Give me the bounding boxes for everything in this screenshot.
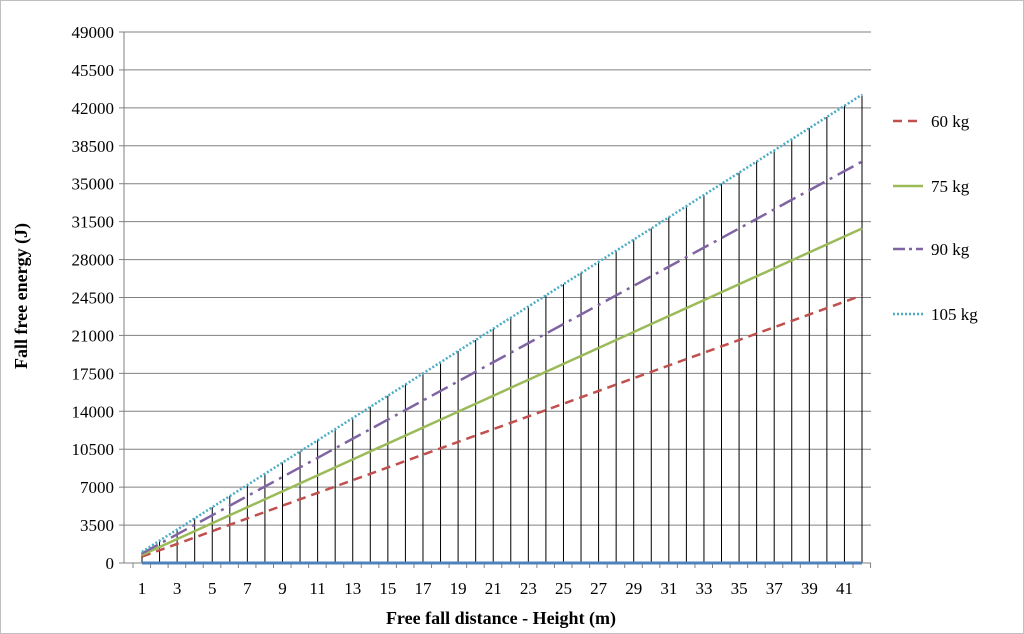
series-line-60-kg — [141, 294, 863, 558]
x-tick-label: 3 — [173, 579, 182, 598]
x-tick-label: 41 — [836, 579, 853, 598]
y-tick-label: 45500 — [72, 61, 115, 80]
y-tick-label: 7000 — [80, 478, 114, 497]
legend-label-60-kg: 60 kg — [931, 112, 970, 131]
x-tick-label: 13 — [344, 579, 361, 598]
y-tick-label: 21000 — [72, 326, 115, 345]
legend-label-90-kg: 90 kg — [931, 240, 970, 259]
y-tick-label: 17500 — [72, 364, 115, 383]
legend-label-75-kg: 75 kg — [931, 177, 970, 196]
y-tick-label: 0 — [106, 554, 115, 573]
legend: 60 kg 75 kg 90 kg 105 kg — [893, 112, 978, 324]
x-tick-label: 31 — [660, 579, 677, 598]
x-axis-title: Free fall distance - Height (m) — [386, 608, 616, 629]
x-tick-label: 7 — [243, 579, 252, 598]
y-tick-label: 35000 — [72, 175, 115, 194]
x-tick-label: 1 — [138, 579, 147, 598]
y-tick-label: 3500 — [80, 516, 114, 535]
y-tick-label: 14000 — [72, 402, 115, 421]
y-tick-label: 31500 — [72, 213, 115, 232]
legend-label-105-kg: 105 kg — [931, 305, 978, 324]
x-tick-label: 15 — [379, 579, 396, 598]
x-tick-label: 9 — [278, 579, 287, 598]
y-tick-label: 38500 — [72, 137, 115, 156]
x-tick-label: 29 — [625, 579, 642, 598]
x-tick-label: 27 — [590, 579, 608, 598]
y-tick-label: 24500 — [72, 289, 115, 308]
y-tick-label: 28000 — [72, 251, 115, 270]
series-line-90-kg — [141, 160, 863, 555]
x-tick-label: 17 — [414, 579, 432, 598]
y-tick-label: 10500 — [72, 440, 115, 459]
y-tick-label: 42000 — [72, 99, 115, 118]
x-tick-label: 23 — [520, 579, 537, 598]
y-axis-title: Fall free energy (J) — [11, 223, 32, 369]
x-tick-label: 5 — [208, 579, 217, 598]
series-line-75-kg — [141, 227, 863, 557]
x-tick-label: 21 — [485, 579, 502, 598]
x-tick-label: 35 — [731, 579, 748, 598]
y-tick-label: 49000 — [72, 23, 115, 42]
x-tick-label: 39 — [801, 579, 818, 598]
x-tick-label: 19 — [450, 579, 467, 598]
x-tick-label: 25 — [555, 579, 572, 598]
x-tick-label: 11 — [309, 579, 325, 598]
x-tick-label: 37 — [766, 579, 784, 598]
x-tick-label: 33 — [695, 579, 712, 598]
